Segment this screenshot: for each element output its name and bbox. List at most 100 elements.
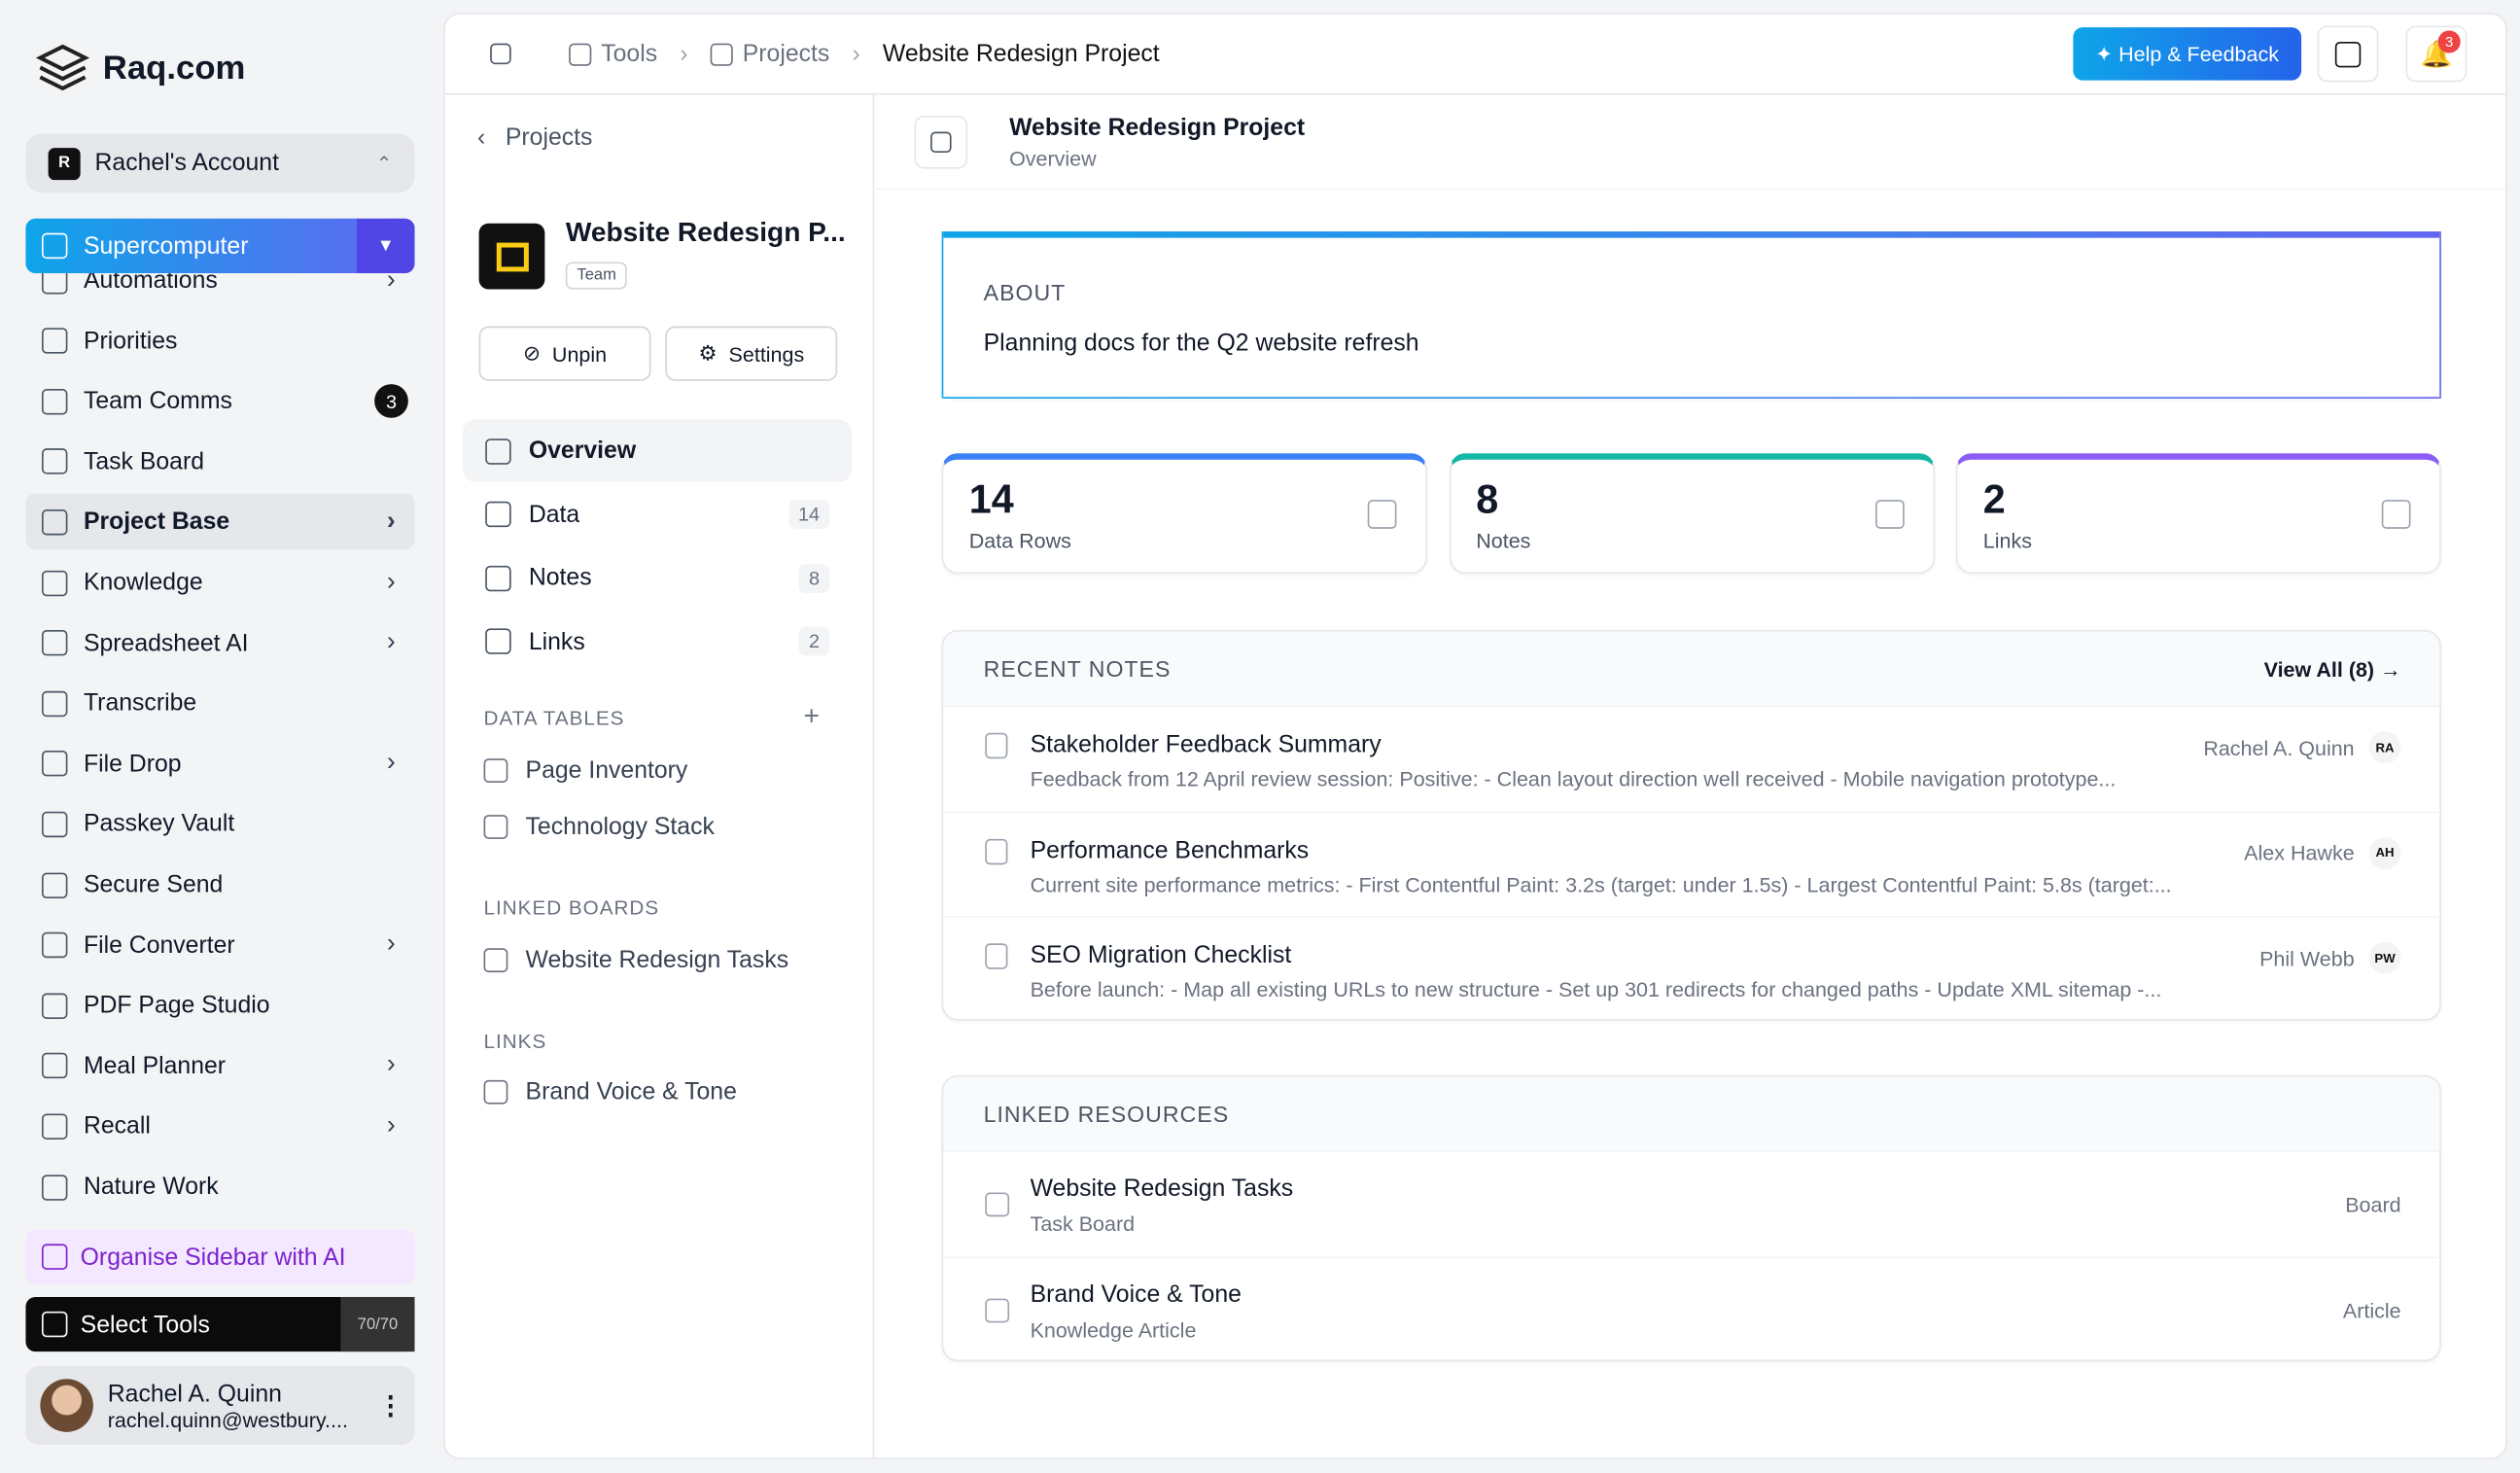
back-link[interactable]: ‹ Projects	[476, 123, 593, 152]
icon	[483, 757, 508, 783]
chevron: ›	[386, 1111, 396, 1140]
collapse-button[interactable]	[914, 115, 968, 168]
author-name: Phil Webb	[2259, 945, 2355, 970]
nav-item[interactable]: PDF Page Studio	[25, 977, 414, 1034]
organise-button[interactable]: Organise Sidebar with AI	[25, 1229, 415, 1284]
select-tools-label: Select Tools	[80, 1311, 210, 1339]
supercomputer-button[interactable]: Supercomputer ▼	[25, 218, 415, 274]
note-row[interactable]: Stakeholder Feedback Summary Feedback fro…	[943, 705, 2440, 812]
account-switcher[interactable]: R Rachel's Account ⌃	[25, 133, 415, 193]
panel-nav-item[interactable]: Data 14	[463, 483, 852, 545]
chevron: ›	[386, 1051, 396, 1079]
note-title: SEO Migration Checklist	[1030, 941, 1292, 969]
nav-item[interactable]: Secure Send	[25, 857, 414, 913]
nav-item[interactable]: Meal Planner ›	[25, 1038, 414, 1095]
nav-item[interactable]: File Drop ›	[25, 736, 414, 792]
nav-item[interactable]: Transcribe	[25, 676, 414, 732]
nav-item[interactable]: Passkey Vault	[25, 796, 414, 853]
select-tools-button[interactable]: Select Tools 70/70	[25, 1296, 415, 1352]
panel-nav-item[interactable]: Notes 8	[463, 546, 852, 609]
account-initial: R	[48, 147, 81, 180]
icon	[41, 1053, 68, 1079]
cube-button[interactable]	[2317, 25, 2379, 83]
resources-header: LINKED RESOURCES	[943, 1076, 2440, 1151]
user-email: rachel.quinn@westbury....	[107, 1407, 348, 1431]
note-author: Alex Hawke AH	[2244, 836, 2401, 869]
icon	[41, 630, 68, 656]
menu[interactable]: ⋮	[377, 1392, 403, 1420]
project-logo	[478, 223, 545, 290]
section-item[interactable]: Technology Stack	[483, 808, 715, 847]
chevron: ›	[386, 749, 396, 777]
stat-value: 8	[1476, 476, 1499, 523]
nav-label: Transcribe	[83, 689, 197, 718]
note-row[interactable]: SEO Migration Checklist Before launch: - …	[943, 916, 2440, 1019]
panel-nav-label: Notes	[528, 564, 592, 592]
notes-heading: RECENT NOTES	[983, 655, 1172, 682]
separator: ›	[852, 40, 860, 68]
stat-card: 8 Notes	[1449, 453, 1935, 575]
add-button[interactable]: +	[803, 700, 820, 732]
note-row[interactable]: Performance Benchmarks Current site perfo…	[943, 810, 2440, 917]
notification-badge: 3	[2437, 30, 2461, 53]
section-heading: LINKS	[483, 1029, 547, 1052]
breadcrumb: Website Redesign Project	[883, 40, 1160, 67]
nav-item[interactable]: Spreadsheet AI ›	[25, 614, 414, 671]
nav-item[interactable]: File Converter ›	[25, 917, 414, 973]
panel-nav-item[interactable]: Overview	[463, 419, 853, 482]
nav-label: Recall	[83, 1112, 151, 1140]
user-card[interactable]: Rachel A. Quinn rachel.quinn@westbury...…	[25, 1366, 415, 1446]
section-item[interactable]: Brand Voice & Tone	[483, 1072, 737, 1111]
icon	[41, 273, 68, 294]
stat-label: Links	[1982, 528, 2032, 553]
sidebar-nav: Automations › Priorities Team Comms 3 Task Bo…	[0, 273, 443, 1221]
section-item[interactable]: Page Inventory	[483, 751, 687, 789]
dropdown[interactable]: ▼	[356, 218, 415, 274]
nav-item[interactable]: Project Base ›	[25, 494, 415, 550]
icon	[41, 569, 68, 596]
icon	[485, 628, 511, 654]
back-label: Projects	[505, 123, 593, 152]
icon	[710, 42, 733, 65]
user-name: Rachel A. Quinn	[107, 1380, 282, 1408]
breadcrumb[interactable]: Projects	[710, 40, 830, 68]
nav-label: File Drop	[83, 750, 182, 778]
about-card: ABOUT Planning docs for the Q2 website r…	[941, 231, 2441, 399]
nav-label: Meal Planner	[83, 1052, 227, 1080]
author-initials: PW	[2368, 941, 2401, 974]
panel-nav-label: Data	[528, 500, 580, 529]
notes-header: RECENT NOTES View All (8) →	[943, 631, 2440, 706]
nav-item[interactable]: Recall ›	[25, 1099, 414, 1155]
nav-item[interactable]: Automations ›	[25, 273, 414, 308]
nav-label: Automations	[83, 273, 218, 295]
nav-label: Project Base	[83, 508, 230, 537]
sidebar-toggle[interactable]	[490, 43, 511, 65]
nav-item[interactable]: Priorities	[25, 313, 414, 369]
unpin-button[interactable]: ⊘ Unpin	[478, 326, 651, 381]
view-all-link[interactable]: View All (8) →	[2263, 656, 2401, 682]
breadcrumb-label: Website Redesign Project	[882, 40, 1160, 68]
nav-item[interactable]: Team Comms 3	[25, 373, 414, 430]
nav-item[interactable]: Nature Work	[25, 1159, 414, 1215]
settings-button[interactable]: ⚙ Settings	[665, 326, 838, 381]
breadcrumb-label: Projects	[742, 40, 830, 68]
notifications-button[interactable]: 🔔 3	[2405, 25, 2468, 83]
nav-label: Team Comms	[83, 387, 232, 415]
note-title: Stakeholder Feedback Summary	[1030, 731, 1382, 759]
resource-row[interactable]: Website Redesign Tasks Task Board Board	[943, 1150, 2440, 1257]
breadcrumb[interactable]: Tools	[569, 40, 657, 67]
breadcrumb-label: Tools	[601, 40, 658, 68]
icon	[485, 501, 511, 528]
help-button[interactable]: ✦ Help & Feedback	[2072, 27, 2302, 81]
section-item-label: Technology Stack	[525, 813, 715, 841]
resource-row[interactable]: Brand Voice & Tone Knowledge Article Artic…	[943, 1255, 2440, 1360]
recent-notes-card: RECENT NOTES View All (8) → Stakeholder …	[941, 629, 2441, 1021]
icon	[985, 1192, 1010, 1217]
section-item-label: Brand Voice & Tone	[525, 1078, 737, 1106]
panel-nav-item[interactable]: Links 2	[463, 610, 852, 672]
nav-item[interactable]: Knowledge ›	[25, 554, 414, 611]
nav-item[interactable]: Task Board	[25, 434, 414, 490]
section-item[interactable]: Website Redesign Tasks	[483, 940, 788, 979]
icon	[41, 1113, 68, 1140]
note-excerpt: Feedback from 12 April review session: P…	[1030, 766, 2117, 791]
